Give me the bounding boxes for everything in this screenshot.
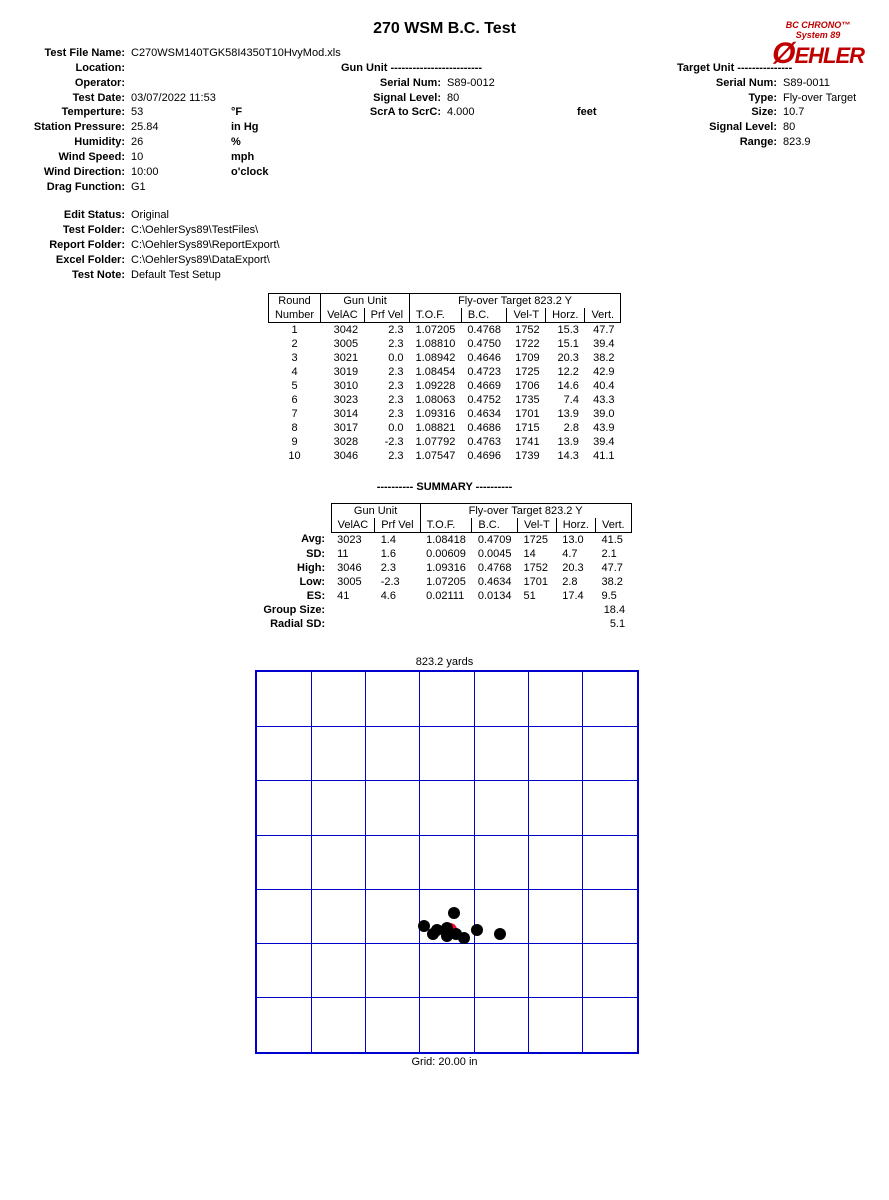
grid-line-horizontal <box>257 943 637 944</box>
summary-row: ES:414.60.021110.01345117.49.5 <box>257 589 631 603</box>
summary-header: ---------- SUMMARY ---------- <box>15 481 874 493</box>
summary-table: Gun Unit Fly-over Target 823.2 Y VelAC P… <box>257 503 631 631</box>
chart-footer: Grid: 20.00 in <box>255 1056 635 1068</box>
gun-unit-header: Gun Unit ------------------------- <box>341 61 488 76</box>
shot-dot <box>458 932 470 944</box>
table-row: 730142.31.093160.4634170113.939.0 <box>268 407 620 421</box>
grid-line-vertical <box>419 672 420 1052</box>
table-row: 130422.31.072050.4768175215.347.7 <box>268 322 620 337</box>
logo-top-line: BC CHRONO™ <box>772 20 864 30</box>
target-chart: 823.2 yards Grid: 20.00 in <box>255 656 635 1068</box>
grid-line-vertical <box>528 672 529 1052</box>
summary-row: SD:111.60.006090.0045144.72.1 <box>257 547 631 561</box>
summary-row: Low:3005-2.31.072050.463417012.838.2 <box>257 575 631 589</box>
grid-line-horizontal <box>257 889 637 890</box>
shots-table: Round Gun Unit Fly-over Target 823.2 Y N… <box>268 293 621 463</box>
grid-line-horizontal <box>257 997 637 998</box>
grid-line-vertical <box>474 672 475 1052</box>
grid-line-horizontal <box>257 780 637 781</box>
shot-dot <box>471 924 483 936</box>
summary-row: Avg:30231.41.084180.4709172513.041.5 <box>257 532 631 547</box>
target-unit-col: Target Unit --------------- Serial Num:S… <box>677 61 889 195</box>
page-title: 270 WSM B.C. Test <box>15 20 874 38</box>
table-row: 330210.01.089420.4646170920.338.2 <box>268 351 620 365</box>
summary-extra-row: Radial SD:5.1 <box>257 617 631 631</box>
grid-line-vertical <box>582 672 583 1052</box>
grid-line-vertical <box>365 672 366 1052</box>
folders-block: Edit Status:Original Test Folder:C:\Oehl… <box>15 208 874 282</box>
chart-title: 823.2 yards <box>255 656 635 668</box>
grid-line-vertical <box>311 672 312 1052</box>
table-row: 93028-2.31.077920.4763174113.939.4 <box>268 435 620 449</box>
table-row: 530102.31.092280.4669170614.640.4 <box>268 379 620 393</box>
table-row: 830170.01.088210.468617152.843.9 <box>268 421 620 435</box>
summary-extra-row: Group Size:18.4 <box>257 603 631 617</box>
table-row: 630232.31.080630.475217357.443.3 <box>268 393 620 407</box>
chart-grid <box>255 670 639 1054</box>
shot-dot <box>448 907 460 919</box>
file-name-label: Test File Name: <box>15 46 131 61</box>
target-unit-header: Target Unit --------------- <box>677 61 798 76</box>
grid-line-horizontal <box>257 726 637 727</box>
gun-unit-col: Gun Unit ------------------------- Seria… <box>341 61 627 195</box>
table-row: 430192.31.084540.4723172512.242.9 <box>268 365 620 379</box>
file-name-value: C270WSM140TGK58I4350T10HvyMod.xls <box>131 46 431 61</box>
summary-row: High:30462.31.093160.4768175220.347.7 <box>257 561 631 575</box>
table-row: 230052.31.088100.4750172215.139.4 <box>268 337 620 351</box>
shot-dot <box>494 928 506 940</box>
table-row: 1030462.31.075470.4696173914.341.1 <box>268 449 620 463</box>
left-info-col: Location: Operator: Test Date:03/07/2022… <box>15 61 281 195</box>
shot-dot <box>431 924 443 936</box>
grid-line-horizontal <box>257 835 637 836</box>
